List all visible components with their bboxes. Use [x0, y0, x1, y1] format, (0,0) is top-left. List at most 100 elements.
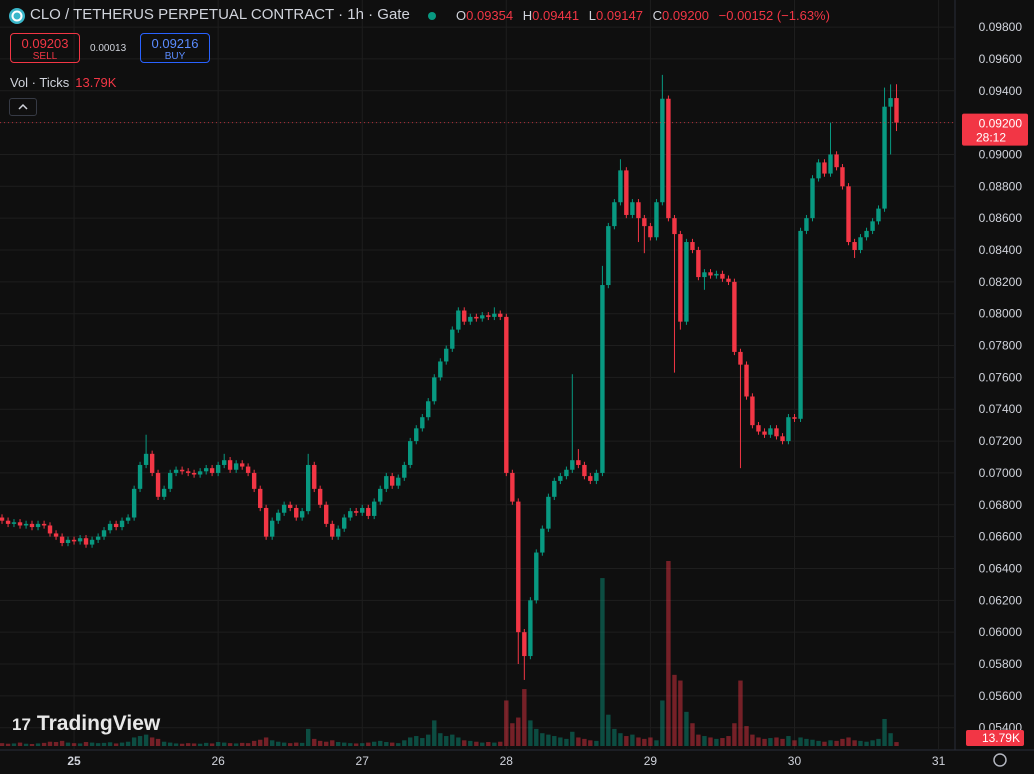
- volume-bar: [71, 743, 77, 746]
- volume-bar: [798, 737, 803, 746]
- candle-body: [197, 471, 203, 475]
- volume-bar: [89, 742, 95, 746]
- volume-bar: [636, 737, 641, 746]
- volume-bar: [552, 736, 557, 746]
- y-tick-label: 0.08400: [979, 243, 1023, 257]
- price-change: −0.00152 (−1.63%): [718, 8, 830, 23]
- volume-bar: [792, 740, 797, 746]
- volume-bar: [263, 737, 269, 746]
- y-tick-label: 0.08600: [979, 211, 1023, 225]
- y-tick-label: 0.06000: [979, 625, 1023, 639]
- chevron: [18, 103, 28, 110]
- volume-bar: [101, 742, 107, 746]
- candle-body: [570, 460, 575, 470]
- candle-body: [317, 488, 323, 505]
- volume-badge: [966, 730, 1024, 746]
- volume-bar: [17, 742, 23, 746]
- candle-body: [456, 310, 461, 330]
- candle-body: [173, 469, 179, 473]
- candle-body: [522, 632, 527, 657]
- volume-bar: [888, 733, 893, 746]
- candles: [0, 74, 899, 680]
- volume-bar: [840, 738, 845, 746]
- candle-body: [762, 431, 767, 435]
- y-tick-label: 0.07000: [979, 466, 1023, 480]
- candle-body: [161, 488, 167, 497]
- candle-body: [384, 476, 389, 489]
- volume-bar: [317, 740, 323, 746]
- volume-bar: [750, 734, 755, 746]
- settings-icon[interactable]: [993, 753, 1007, 767]
- candle-body: [870, 221, 875, 231]
- candle-body: [65, 539, 71, 543]
- volume-bar: [402, 740, 407, 746]
- volume-bar: [864, 741, 869, 746]
- volume-bar: [504, 700, 509, 746]
- volume-bar: [5, 743, 11, 746]
- ohlc-value: 0.09354: [466, 8, 514, 23]
- buy-button[interactable]: 0.09216 BUY: [140, 33, 210, 63]
- volume-bar: [432, 720, 437, 746]
- volume-bar: [251, 740, 257, 746]
- ohlc-key: C: [652, 8, 663, 23]
- volume-bar: [161, 741, 167, 746]
- candle-body: [299, 511, 305, 518]
- volume-bar: [600, 578, 605, 746]
- candle-body: [59, 536, 65, 543]
- candle-body: [636, 202, 641, 219]
- volume-bar: [384, 742, 389, 746]
- volume-bar: [738, 680, 743, 746]
- volume-bar: [678, 680, 683, 746]
- candle-body: [492, 313, 497, 317]
- candle-body: [630, 202, 635, 215]
- y-tick-label: 0.09600: [979, 52, 1023, 66]
- volume-bar: [83, 742, 89, 746]
- volume-bar: [810, 739, 815, 746]
- volume-bar: [131, 737, 137, 746]
- candle-body: [420, 417, 425, 429]
- last-price-badge: [962, 113, 1028, 146]
- brand-logo: 17 TradingView: [12, 712, 161, 735]
- y-tick-label: 0.07800: [979, 339, 1023, 353]
- collapse-button[interactable]: [9, 98, 37, 116]
- buy-label: BUY: [164, 51, 186, 62]
- candle-body: [167, 472, 173, 489]
- candle-body: [240, 463, 245, 467]
- candle-body: [822, 162, 827, 174]
- candle-body: [294, 507, 299, 518]
- candle-body: [47, 525, 53, 534]
- y-tick-label: 0.08800: [979, 179, 1023, 193]
- candle-body: [588, 476, 593, 481]
- volume-bar: [107, 742, 113, 746]
- countdown: 28:12: [976, 131, 1006, 145]
- candle-body: [600, 285, 605, 473]
- volume-bar: [606, 714, 611, 746]
- candle-body: [714, 273, 719, 276]
- volume-bar: [486, 742, 491, 746]
- candle-body: [864, 230, 869, 238]
- candle-body: [287, 504, 293, 508]
- candle-body: [348, 511, 353, 518]
- candle-body: [582, 464, 587, 477]
- volume-bar: [618, 733, 623, 746]
- ohlc-key: H: [522, 8, 533, 23]
- candle-body: [450, 329, 455, 349]
- volume-bar: [744, 726, 749, 746]
- sell-label: SELL: [32, 51, 58, 62]
- candle-body: [330, 523, 335, 537]
- volume-bar: [576, 737, 581, 746]
- volume-bar: [294, 742, 299, 746]
- volume-bar: [876, 738, 881, 746]
- candle-body: [53, 533, 59, 537]
- sell-button[interactable]: 0.09203 SELL: [10, 33, 80, 63]
- volume-bar: [582, 738, 587, 746]
- candle-body: [846, 186, 851, 243]
- candle-body: [432, 377, 437, 402]
- volume-bar: [468, 740, 473, 746]
- candle-body: [0, 517, 5, 521]
- volume-bar: [780, 738, 785, 746]
- volume-bar: [227, 743, 233, 746]
- volume-bar: [444, 736, 449, 746]
- candle-body: [353, 511, 359, 513]
